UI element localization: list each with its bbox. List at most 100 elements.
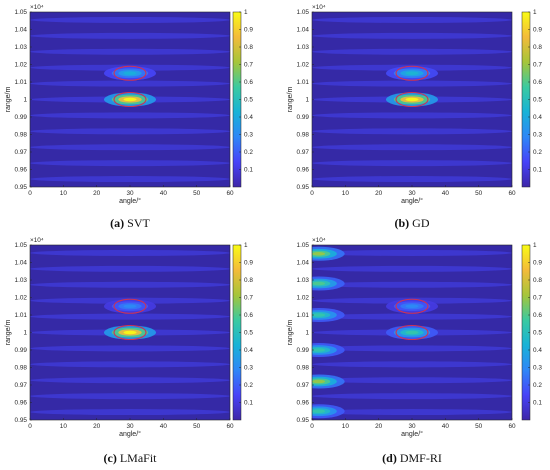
sidelobe-stripe [312,345,512,352]
sidelobe-stripe [30,265,230,272]
y-tick-label: 0.99 [15,114,28,121]
sidelobe-stripe [312,249,512,256]
peak-contour [312,252,326,256]
caption-text: DMF-RI [397,451,442,465]
peak-1 [386,325,438,340]
colorbar-tick-label: 0.7 [533,295,542,302]
colorbar-tick-label: 0.6 [533,79,542,86]
sidelobe-stripes [30,16,230,183]
y-axis-label: range/m [287,86,294,112]
panel-caption: (c) LMaFit [104,451,158,465]
colorbar-tick-label: 0.5 [533,97,542,104]
x-tick-label: 0 [310,423,314,430]
sidelobe-stripe [30,160,230,167]
colorbar-tick-label: 0.8 [244,277,253,284]
y-tick-label: 0.99 [297,347,310,354]
colorbar-tick-label: 0.7 [244,62,253,69]
y-tick-label: 0.99 [297,114,310,121]
exponent-label: ×10⁴ [312,4,326,11]
sidelobe-stripe [30,16,230,23]
colorbar-tick-label: 0.8 [244,44,253,51]
colorbar-tick-label: 0.2 [244,149,253,156]
colorbar-tick-label: 1 [244,242,248,249]
x-tick-label: 0 [310,190,314,197]
y-tick-label: 1 [23,97,27,104]
sidelobe-stripe [30,80,230,87]
sidelobe-stripe [30,128,230,135]
peak-1 [104,325,156,340]
y-tick-label: 1.01 [15,312,28,319]
peak-6 [312,343,345,357]
colorbar-tick-label: 0.9 [533,260,542,267]
sidelobe-stripe [30,361,230,368]
heatmap-panel-3: 0 10 20 30 40 50 60 0.95 0.96 0.97 0.98 0.99 1 1.01 1.… [5,237,253,465]
x-tick-label: 50 [475,423,483,430]
sidelobe-stripe [312,313,512,320]
sidelobe-stripe [30,345,230,352]
peak-contour [405,71,419,75]
colorbar-tick-label: 0.1 [533,400,542,407]
colorbar-tick-label: 0.1 [244,400,253,407]
x-tick-label: 0 [28,423,32,430]
x-axis-label: angle/° [119,430,141,438]
y-tick-label: 1.05 [297,9,310,16]
y-tick-label: 1 [23,330,27,337]
x-tick-label: 50 [193,190,201,197]
x-tick-label: 20 [93,423,101,430]
target-ellipse-2 [395,298,429,314]
y-tick-label: 0.96 [297,400,310,407]
y-tick-label: 1.05 [15,242,28,249]
colorbar-tick-label: 0.5 [533,330,542,337]
peak-3 [312,246,345,261]
y-tick-label: 1.03 [297,277,310,284]
x-tick-label: 60 [226,190,234,197]
y-tick-label: 1.03 [15,277,28,284]
peak-2 [386,66,438,81]
sidelobe-stripe [312,409,512,416]
peak-2 [104,299,156,314]
sidelobe-stripe [312,160,512,167]
y-tick-label: 1.03 [297,44,310,51]
peak-1 [386,92,438,107]
y-tick-label: 0.98 [297,365,310,372]
sidelobe-stripe [312,176,512,183]
exponent-label: ×10⁴ [30,237,44,244]
peak-contour [312,313,326,317]
sidelobe-stripes [312,16,512,183]
x-axis-label: angle/° [401,430,423,438]
colorbar-tick-label: 0.3 [244,365,253,372]
y-tick-label: 0.97 [297,382,310,389]
peak-contour [405,97,419,102]
y-tick-label: 0.95 [297,184,310,191]
peak-8 [312,404,345,419]
y-tick-label: 1.01 [297,79,310,86]
peak-contour [123,97,137,102]
sidelobe-stripe [30,313,230,320]
y-tick-label: 0.98 [15,365,28,372]
x-tick-label: 10 [60,423,68,430]
y-tick-label: 1.02 [297,295,310,302]
colorbar-tick-label: 0.5 [244,97,253,104]
sidelobe-stripe [312,48,512,55]
target-ellipse-2 [113,65,147,81]
target-ellipse-1 [395,324,429,341]
y-tick-label: 1.05 [297,242,310,249]
target-ellipse-1 [395,91,429,108]
y-axis-label: range/m [287,319,294,345]
sidelobe-stripes [312,249,512,416]
colorbar-tick-label: 0.7 [244,295,253,302]
peak-contour [405,330,419,335]
colorbar-tick-label: 0.4 [244,347,253,354]
colorbar-tick-label: 0.6 [244,79,253,86]
sidelobe-stripe [30,32,230,39]
caption-id: (c) [104,451,117,465]
y-tick-label: 0.95 [297,417,310,424]
target-ellipse-1 [113,324,147,341]
y-tick-label: 1.04 [297,27,310,34]
heatmap-panel-1: 0 10 20 30 40 50 60 0.95 0.96 0.97 0.98 0.99 1 1.01 1.… [5,4,253,230]
sidelobe-stripe [30,377,230,384]
colorbar-tick-label: 0.9 [244,260,253,267]
sidelobe-stripe [312,281,512,288]
x-tick-label: 40 [442,190,450,197]
x-tick-label: 60 [508,423,516,430]
